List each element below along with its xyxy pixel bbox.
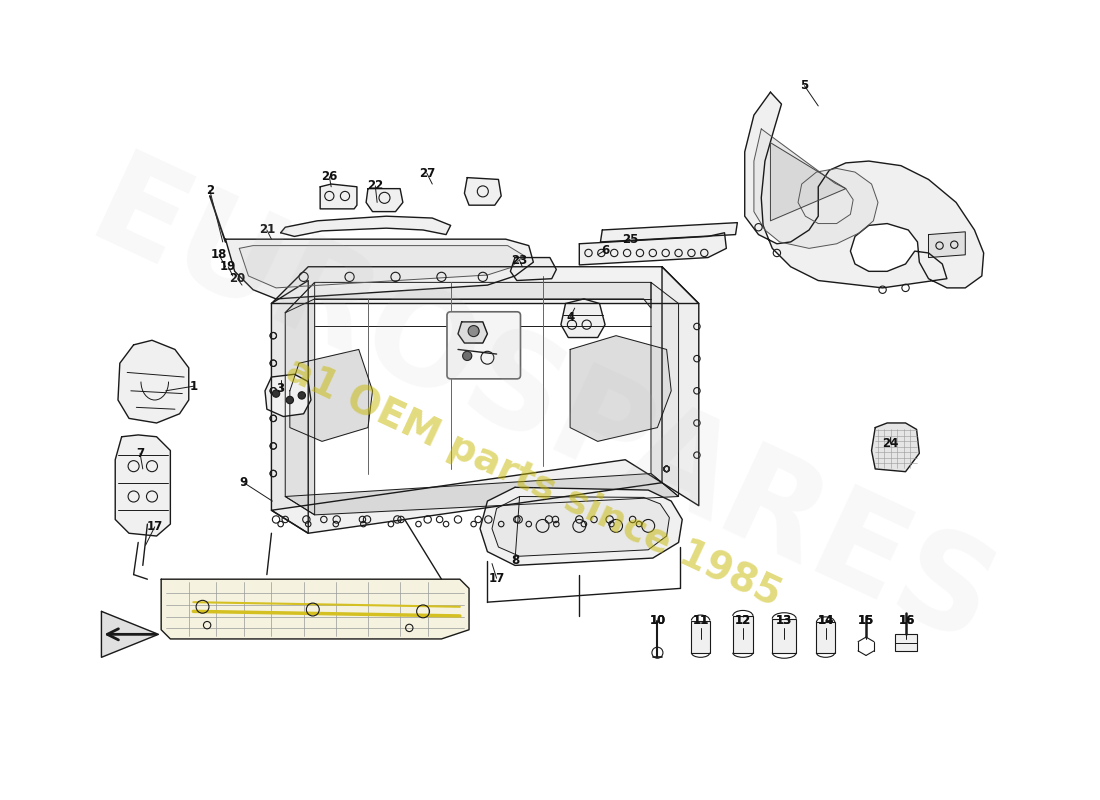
Polygon shape	[280, 216, 451, 237]
Text: 21: 21	[258, 223, 275, 237]
Polygon shape	[745, 92, 983, 288]
Text: 12: 12	[735, 614, 751, 627]
Circle shape	[273, 390, 279, 398]
Polygon shape	[464, 178, 502, 205]
Polygon shape	[928, 232, 966, 258]
Text: 1: 1	[189, 380, 197, 393]
Polygon shape	[240, 246, 525, 288]
Text: 15: 15	[858, 614, 874, 627]
Circle shape	[298, 392, 306, 399]
Polygon shape	[289, 350, 373, 442]
Polygon shape	[272, 266, 698, 303]
Text: 9: 9	[240, 476, 248, 490]
Bar	[772, 618, 796, 653]
Circle shape	[286, 396, 294, 404]
Text: 18: 18	[211, 248, 228, 262]
Polygon shape	[561, 299, 605, 338]
Text: 7: 7	[136, 447, 144, 460]
Text: 15: 15	[858, 614, 874, 627]
Text: 16: 16	[899, 614, 915, 627]
Bar	[733, 616, 754, 653]
Text: 10: 10	[649, 614, 666, 627]
Polygon shape	[366, 189, 403, 212]
FancyBboxPatch shape	[447, 312, 520, 379]
Polygon shape	[272, 281, 308, 534]
Polygon shape	[510, 258, 557, 281]
Polygon shape	[754, 129, 878, 248]
Text: 23: 23	[512, 254, 528, 267]
Polygon shape	[770, 142, 846, 221]
Text: 3: 3	[276, 382, 285, 395]
Polygon shape	[226, 239, 534, 299]
Polygon shape	[871, 423, 920, 472]
Polygon shape	[285, 474, 679, 515]
Text: 25: 25	[621, 233, 638, 246]
Circle shape	[463, 351, 472, 361]
Text: 13: 13	[777, 614, 792, 627]
Text: 8: 8	[510, 554, 519, 567]
Bar	[816, 622, 835, 653]
Text: 20: 20	[229, 272, 245, 285]
Text: a1 OEM parts since 1985: a1 OEM parts since 1985	[279, 351, 786, 614]
Polygon shape	[162, 579, 469, 639]
Polygon shape	[458, 322, 487, 343]
Polygon shape	[320, 184, 356, 209]
Polygon shape	[492, 497, 670, 556]
Text: 6: 6	[601, 244, 609, 257]
Polygon shape	[265, 374, 311, 417]
Text: 10: 10	[649, 614, 666, 627]
Text: 11: 11	[693, 614, 708, 627]
Text: 29: 29	[465, 340, 482, 353]
Text: 4: 4	[566, 310, 574, 324]
Polygon shape	[580, 233, 726, 265]
Text: 16: 16	[899, 614, 915, 627]
Polygon shape	[662, 266, 698, 506]
Text: EUROSPARES: EUROSPARES	[72, 145, 1013, 674]
Text: 2: 2	[206, 184, 213, 197]
Text: 12: 12	[735, 614, 751, 627]
Bar	[692, 621, 710, 653]
Text: 17: 17	[488, 572, 505, 585]
Text: 19: 19	[220, 260, 236, 274]
Text: 26: 26	[321, 170, 338, 183]
Polygon shape	[272, 460, 662, 534]
Polygon shape	[570, 336, 671, 442]
Text: 27: 27	[419, 166, 435, 179]
Text: 24: 24	[882, 437, 898, 450]
Polygon shape	[285, 282, 315, 515]
Polygon shape	[116, 435, 170, 536]
Text: 28: 28	[465, 325, 482, 338]
Polygon shape	[101, 611, 158, 658]
Text: 13: 13	[777, 614, 792, 627]
Text: 11: 11	[693, 614, 708, 627]
Polygon shape	[601, 222, 737, 242]
Text: 22: 22	[367, 179, 384, 192]
Circle shape	[469, 326, 480, 337]
Text: 14: 14	[817, 614, 834, 627]
Polygon shape	[480, 487, 682, 566]
Bar	[895, 634, 917, 651]
Polygon shape	[118, 340, 189, 423]
Text: 14: 14	[817, 614, 834, 627]
Text: 17: 17	[146, 520, 163, 534]
Polygon shape	[285, 282, 651, 313]
Text: 5: 5	[801, 79, 808, 92]
Polygon shape	[651, 282, 679, 497]
